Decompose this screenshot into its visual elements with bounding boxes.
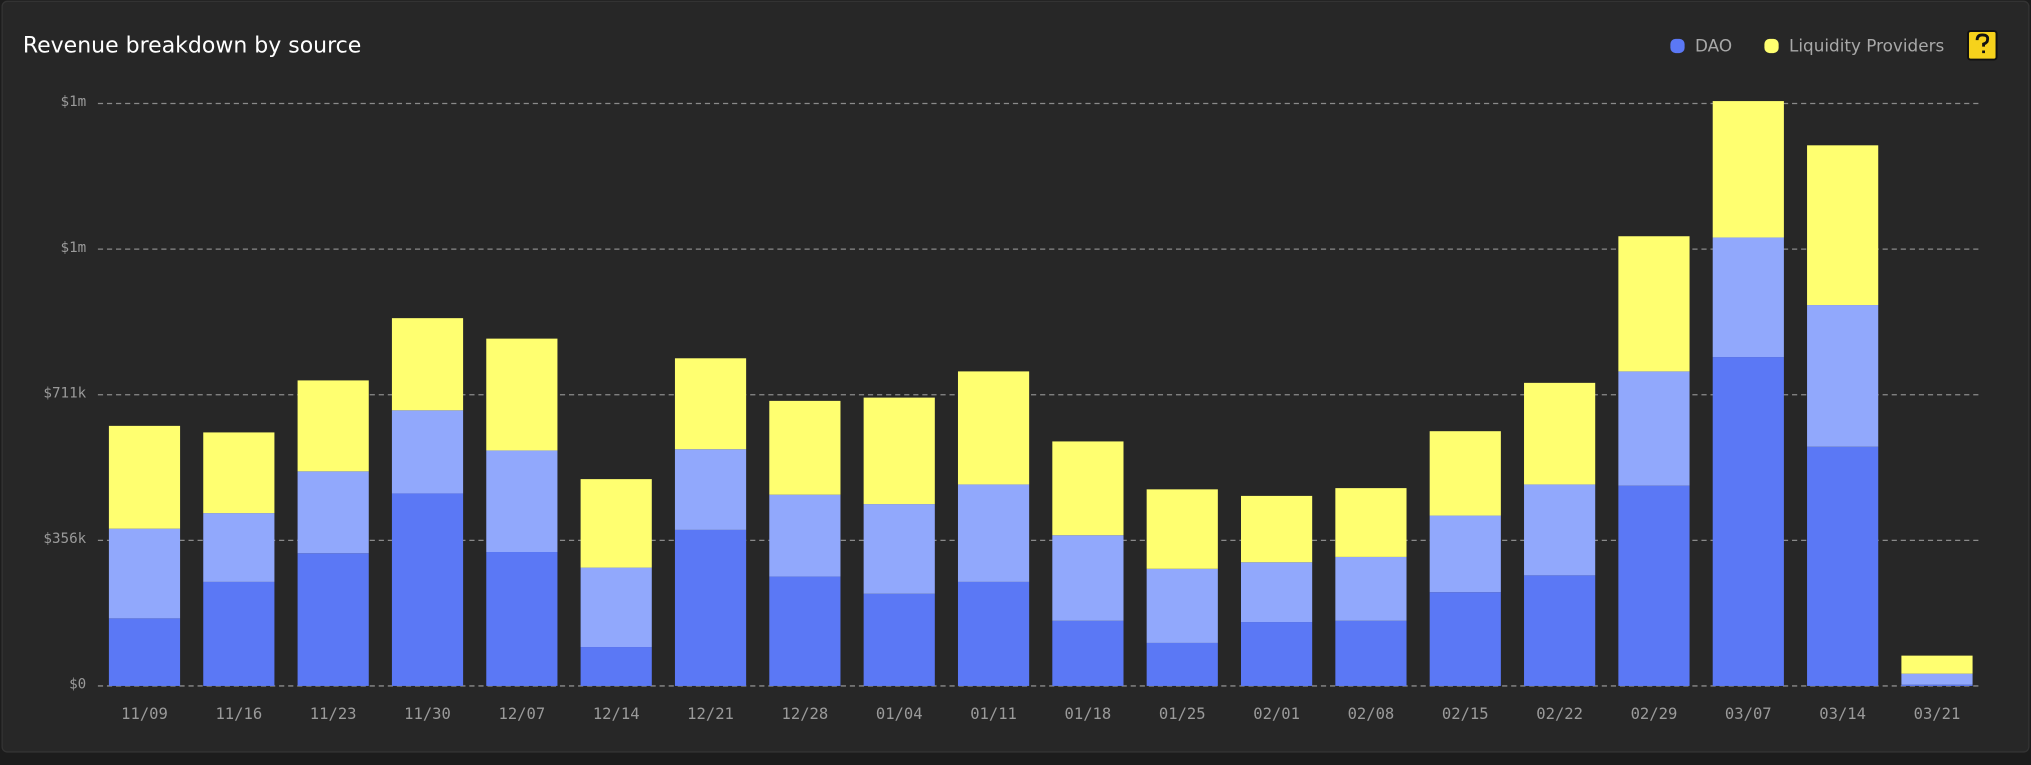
- bar-segment: [1052, 441, 1124, 536]
- x-tick-label: 01/04: [876, 705, 923, 723]
- x-tick-label: 02/01: [1253, 705, 1300, 723]
- bar-segment: [769, 400, 841, 495]
- x-tick-label: 02/29: [1631, 705, 1678, 723]
- bar-segment: [580, 479, 652, 568]
- bar-segment: [957, 371, 1030, 485]
- legend-label: DAO: [1695, 36, 1732, 56]
- x-tick-label: 12/21: [687, 705, 734, 723]
- bar-segment: [1712, 237, 1784, 358]
- bar-segment: [863, 397, 935, 505]
- x-tick-label: 12/28: [782, 705, 829, 723]
- bar-segment: [486, 450, 558, 553]
- bar-segment: [1146, 489, 1218, 569]
- x-tick-label: 01/25: [1159, 705, 1206, 723]
- legend-swatch: [1764, 38, 1779, 54]
- bar-segment: [1807, 305, 1879, 447]
- bar-segment: [1618, 236, 1690, 372]
- legend-label: Liquidity Providers: [1789, 36, 1944, 56]
- bar-segment: [957, 581, 1030, 686]
- bar-segment: [486, 338, 558, 451]
- bar-segment: [1524, 382, 1596, 485]
- bar-segment: [863, 593, 935, 686]
- bar-segment: [1901, 684, 1973, 686]
- y-tick-label: $356k: [43, 531, 86, 547]
- bar-segment: [1146, 642, 1218, 686]
- y-tick-label: $1m: [61, 240, 87, 256]
- x-tick-label: 11/09: [121, 705, 168, 723]
- bar-segment: [1241, 562, 1313, 623]
- legend: DAO Liquidity Providers: [1670, 36, 1944, 56]
- bar-segment: [1712, 101, 1784, 238]
- x-tick-label: 11/23: [310, 705, 357, 723]
- bar-segment: [108, 618, 181, 686]
- bar-segment: [391, 318, 464, 411]
- bar-segment: [203, 581, 275, 686]
- bar-segment: [391, 493, 464, 686]
- bar-segment: [1429, 515, 1501, 593]
- x-tick-label: 12/07: [498, 705, 545, 723]
- bar-segment: [203, 513, 275, 582]
- bar-segment: [674, 358, 747, 450]
- bar-segment: [1524, 575, 1596, 686]
- x-tick-label: 03/07: [1725, 705, 1772, 723]
- bar-segment: [580, 567, 652, 648]
- bar-segment: [1901, 673, 1973, 685]
- bar-segment: [1807, 145, 1879, 306]
- x-tick-label: 02/08: [1348, 705, 1395, 723]
- legend-swatch: [1670, 38, 1685, 54]
- bar-segment: [1052, 535, 1124, 621]
- bar-segment: [674, 449, 747, 530]
- chart-title: Revenue breakdown by source: [23, 34, 361, 59]
- bar-segment: [769, 494, 841, 577]
- x-tick-label: 02/15: [1442, 705, 1489, 723]
- bar-segment: [863, 504, 935, 594]
- y-tick-label: $1m: [61, 94, 87, 110]
- bar-segment: [486, 552, 558, 686]
- bar-segment: [1335, 620, 1407, 686]
- bar-segment: [674, 529, 747, 686]
- x-tick-label: 02/22: [1536, 705, 1583, 723]
- bar-segment: [108, 425, 181, 529]
- bar-segment: [108, 528, 181, 619]
- x-tick-label: 01/18: [1065, 705, 1112, 723]
- y-tick-label: $711k: [43, 385, 86, 401]
- bar-segment: [391, 410, 464, 494]
- bar-segment: [1901, 655, 1973, 674]
- bar-segment: [1241, 495, 1313, 563]
- bar-segment: [1712, 357, 1784, 686]
- x-tick-label: 12/14: [593, 705, 640, 723]
- bar-segment: [1429, 431, 1501, 516]
- bar-segment: [1618, 371, 1690, 486]
- bar-segment: [1335, 488, 1407, 557]
- bar-segment: [1146, 568, 1218, 643]
- bar-segment: [1807, 446, 1879, 686]
- bar-segment: [580, 647, 652, 686]
- bar-segment: [1241, 622, 1313, 686]
- bar-segment: [1335, 556, 1407, 621]
- bar-segment: [297, 553, 369, 686]
- help-icon[interactable]: [1967, 30, 1998, 61]
- bar-segment: [297, 380, 369, 472]
- bar-segment: [297, 471, 369, 554]
- x-tick-label: 11/30: [404, 705, 451, 723]
- x-tick-label: 03/14: [1819, 705, 1866, 723]
- bar-segment: [1429, 592, 1501, 686]
- bar-segment: [203, 432, 275, 514]
- bar-segment: [1524, 484, 1596, 576]
- bar-segment: [769, 576, 841, 686]
- bar-segment: [1618, 485, 1690, 686]
- y-tick-label: $0: [69, 677, 86, 693]
- plot-area: $0 $356k $711k $1m $1m 11/09 11/16 11/23 11/30 12…: [43, 94, 1981, 723]
- x-tick-label: 01/11: [970, 705, 1017, 723]
- x-tick-label: 03/21: [1914, 705, 1961, 723]
- bar-segment: [957, 484, 1030, 582]
- x-tick-label: 11/16: [215, 705, 262, 723]
- bar-segment: [1052, 620, 1124, 686]
